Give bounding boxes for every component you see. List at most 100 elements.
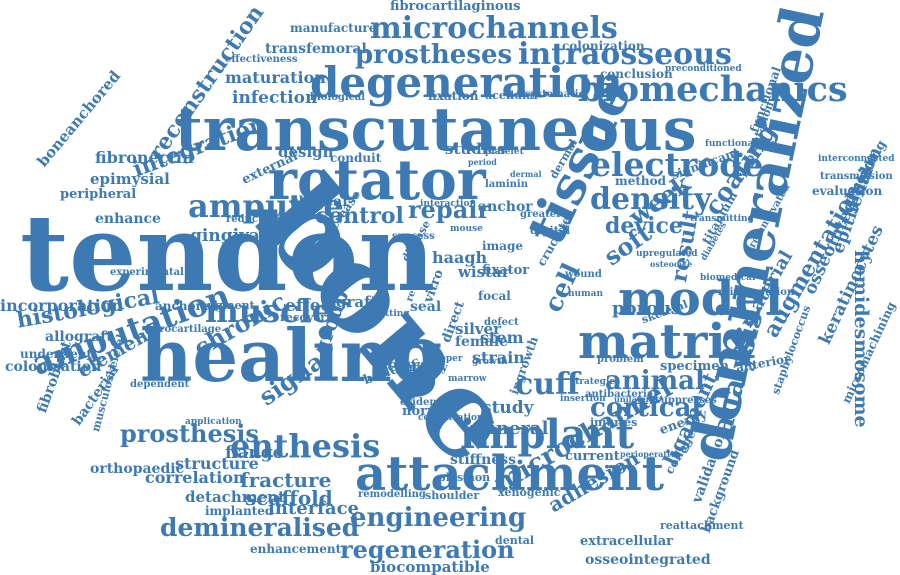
word-osteocyte: osteocyte — [650, 259, 693, 269]
word-transmission: transmission — [820, 171, 893, 182]
word-reinnervation: reinnervation — [718, 287, 795, 298]
word-anchored: anchored — [155, 299, 218, 313]
word-fixation: fixation — [428, 89, 479, 103]
word-anchor: anchor — [478, 199, 533, 215]
word-marrow: marrow — [448, 374, 487, 384]
word-cortical: cortical — [590, 393, 702, 423]
word-muscle: muscle — [205, 292, 333, 330]
word-augment: augment — [200, 299, 255, 312]
word-enhancement: enhancement — [250, 542, 342, 556]
word-tendon: tendon — [20, 190, 436, 315]
word-enhance: enhance — [95, 211, 161, 227]
word-insertion: insertion — [560, 394, 606, 404]
word-current: current — [565, 449, 620, 464]
word-fibrocartilaginous: fibrocartilaginous — [390, 0, 521, 14]
word-biomedical: biomedical — [700, 273, 756, 283]
word-incorporation: incorporation — [0, 296, 123, 315]
word-matrix: matrix — [578, 314, 755, 370]
word-seal: seal — [410, 299, 442, 315]
word-implant: implant — [460, 411, 635, 458]
word-repair: repair — [408, 195, 491, 224]
word-fibrocartilage: fibrocartilage — [145, 324, 222, 335]
word-problem: problem — [597, 354, 644, 365]
word-reduction: reduction — [226, 214, 281, 225]
word-transfemoral: transfemoral — [265, 41, 367, 57]
word-device: device — [605, 213, 683, 239]
word-electrode: electrode — [590, 145, 764, 184]
word-systematic: systematic — [525, 89, 585, 100]
word-dermal: dermal — [510, 169, 542, 179]
word-antibacterial: antibacterial — [585, 389, 658, 400]
word-remodelling: remodelling — [358, 489, 426, 500]
word-interaction: interaction — [420, 199, 477, 209]
word-fracture: fracture — [240, 468, 332, 492]
word-normal: normal — [402, 404, 455, 419]
word-colonization: colonization — [562, 39, 645, 53]
word-period: period — [468, 157, 497, 167]
word-orthopaedic: orthopaedic — [90, 461, 185, 477]
word-growth: growth — [472, 357, 508, 367]
word-prosthesis: prosthesis — [120, 419, 259, 448]
word-haagh: haagh — [432, 248, 488, 267]
word-transmitting: transmitting — [690, 214, 754, 224]
word-unilateral: unilateral — [614, 394, 659, 404]
word-healing: healing — [140, 313, 443, 398]
word-biocompatible: biocompatible — [370, 558, 490, 575]
word-peripheral: peripheral — [60, 187, 137, 202]
word-quality: quality — [405, 361, 448, 374]
word-structure: structure — [175, 454, 259, 473]
word-method: method — [615, 174, 666, 188]
word-design: design — [278, 143, 334, 161]
word-gingival: gingival — [190, 226, 267, 246]
word-wound: wound — [565, 269, 602, 280]
word-effect: effect — [285, 296, 339, 316]
word-engineering: engineering — [350, 503, 527, 533]
word-image: image — [482, 239, 524, 253]
word-dependent: dependent — [130, 379, 190, 390]
word-demineralised: demineralised — [160, 513, 360, 542]
word-scaffold: scaffold — [245, 486, 333, 510]
word-upregulated: upregulated — [636, 249, 698, 259]
word-experimental: experimental — [110, 267, 184, 278]
word-flange: flange — [225, 443, 284, 463]
word-porous: porous — [612, 298, 682, 319]
word-detachment: detachment — [185, 488, 285, 506]
word-evaluation: evaluation — [812, 184, 883, 198]
word-wistar: wistar — [458, 263, 510, 281]
word-stem: stem — [480, 328, 524, 347]
word-extracellular: extracellular — [580, 534, 674, 549]
word-manufacture: manufacture — [290, 21, 377, 35]
word-suppresses: suppresses — [655, 395, 717, 406]
word-mouse: mouse — [450, 224, 483, 234]
word-strain: strain — [472, 348, 525, 367]
word-recovery: recovery — [280, 311, 333, 324]
word-interface: interface — [268, 498, 359, 519]
word-defect: defect — [484, 317, 519, 328]
word-rotator: rotator — [268, 147, 486, 212]
word-microchannels: microchannels — [370, 11, 618, 46]
word-correlation: correlation — [145, 468, 245, 487]
word-intraosseous: intraosseous — [518, 37, 732, 72]
word-specimen: specimen — [660, 359, 730, 374]
word-mineral: mineral — [470, 418, 549, 439]
word-infection: infection — [232, 88, 318, 108]
word-effectiveness: effectiveness — [225, 54, 298, 65]
word-upper: upper — [433, 354, 463, 364]
word-conclusion: conclusion — [600, 67, 673, 81]
word-xenogenic: xenogenic — [498, 486, 561, 499]
word-reattachment: reattachment — [660, 519, 744, 532]
word-attachment: attachment — [355, 446, 665, 502]
word-stiffness: stiffness — [450, 452, 517, 468]
word-silver: silver — [455, 320, 502, 338]
word-success: success — [392, 231, 435, 242]
word-acellular: acellular — [485, 89, 540, 102]
word-plasmon: plasmon — [438, 471, 491, 484]
word-cuff: cuff — [515, 367, 580, 402]
word-injuries: injuries — [590, 416, 638, 429]
word-animal: animal — [605, 366, 705, 396]
word-implanted: implanted — [205, 504, 274, 518]
word-preconditioned: preconditioned — [665, 64, 742, 74]
word-control: control — [315, 203, 404, 229]
word-fixator: fixator — [482, 263, 530, 278]
